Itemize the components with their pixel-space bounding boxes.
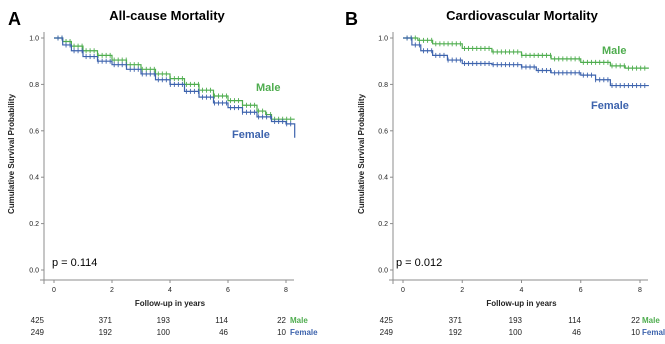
risk-count: 46 <box>219 328 228 337</box>
p-value: p = 0.012 <box>396 257 442 269</box>
risk-count: 425 <box>380 316 394 325</box>
y-tick-label: 0.0 <box>378 268 388 275</box>
risk-count: 100 <box>509 328 523 337</box>
risk-count: 22 <box>277 316 286 325</box>
y-tick-label: 0.6 <box>378 128 388 135</box>
p-value: p = 0.114 <box>52 257 97 269</box>
x-tick-label: 4 <box>520 287 524 294</box>
x-tick-label: 8 <box>638 287 642 294</box>
risk-count: 371 <box>449 316 463 325</box>
y-axis-label: Cumulative Survival Probability <box>357 93 366 214</box>
risk-count: 192 <box>99 328 113 337</box>
risk-row-label-female: Female <box>290 328 318 337</box>
risk-count: 22 <box>631 316 640 325</box>
x-tick-label: 2 <box>460 287 464 294</box>
panel-letter: B <box>345 9 358 29</box>
series-label-male: Male <box>602 45 626 57</box>
risk-count: 192 <box>449 328 463 337</box>
y-tick-label: 0.2 <box>29 221 39 228</box>
risk-count: 46 <box>572 328 581 337</box>
series-label-female: Female <box>232 129 270 141</box>
y-tick-label: 0.4 <box>29 175 39 182</box>
y-tick-label: 1.0 <box>378 36 388 43</box>
risk-row-label-male: Male <box>642 316 660 325</box>
panel-b: B Cardiovascular Mortality 0.0 0.2 0.4 0.6 0.8… <box>345 8 665 337</box>
y-tick-label: 0.4 <box>378 175 388 182</box>
risk-count: 193 <box>509 316 523 325</box>
x-tick-label: 0 <box>401 287 405 294</box>
y-tick-label: 0.8 <box>29 82 39 89</box>
risk-count: 249 <box>31 328 45 337</box>
risk-row-label-male: Male <box>290 316 308 325</box>
chart-title: Cardiovascular Mortality <box>446 8 598 23</box>
y-tick-label: 0.2 <box>378 221 388 228</box>
risk-count: 114 <box>215 316 228 325</box>
x-tick-label: 6 <box>226 287 230 294</box>
y-tick-label: 1.0 <box>29 36 39 43</box>
risk-count: 10 <box>277 328 286 337</box>
y-tick-label: 0.0 <box>29 268 39 275</box>
x-tick-label: 8 <box>284 287 288 294</box>
panel-letter: A <box>8 9 21 29</box>
x-axis-label: Follow-up in years <box>486 299 557 308</box>
panel-a: A All-cause Mortality 0.0 0.2 0.4 0.6 0.8 1.0 0 2… <box>7 8 318 337</box>
y-tick-label: 0.8 <box>378 82 388 89</box>
risk-row-label-female: Female <box>642 328 665 337</box>
risk-count: 193 <box>157 316 171 325</box>
risk-count: 371 <box>99 316 113 325</box>
y-tick-label: 0.6 <box>29 128 39 135</box>
x-tick-label: 0 <box>52 287 56 294</box>
series-label-female: Female <box>591 100 629 112</box>
risk-count: 100 <box>157 328 171 337</box>
x-tick-label: 4 <box>168 287 172 294</box>
risk-count: 425 <box>31 316 45 325</box>
risk-count: 10 <box>631 328 640 337</box>
x-tick-label: 2 <box>110 287 114 294</box>
risk-count: 249 <box>380 328 394 337</box>
x-axis-label: Follow-up in years <box>135 299 206 308</box>
series-label-male: Male <box>256 82 280 94</box>
y-axis-label: Cumulative Survival Probability <box>7 93 16 214</box>
chart-title: All-cause Mortality <box>109 8 225 23</box>
survival-curve-female <box>403 37 649 87</box>
risk-count: 114 <box>568 316 581 325</box>
x-tick-label: 6 <box>579 287 583 294</box>
